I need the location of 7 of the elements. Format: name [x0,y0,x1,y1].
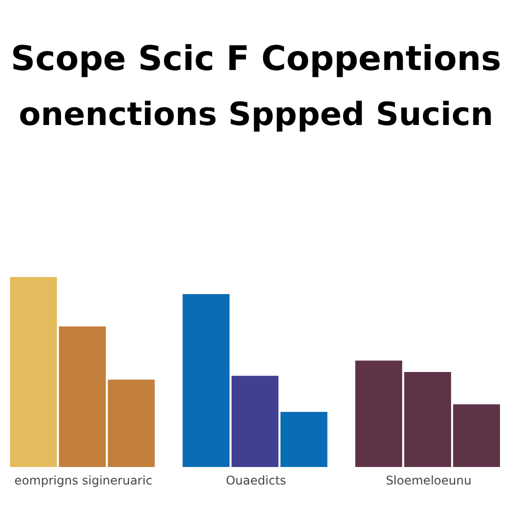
chart-title: Scope Scic F Coppentions [10,39,502,79]
bar [232,376,278,467]
chart-subtitle: onenctions Sppped Sucicn [18,95,494,133]
bar [10,277,57,467]
x-tick-label: Ouaedicts [226,473,286,488]
x-tick-label: eomprigns sigineruaric [14,473,152,488]
x-tick-label: Sloemeloeunu [386,473,472,488]
